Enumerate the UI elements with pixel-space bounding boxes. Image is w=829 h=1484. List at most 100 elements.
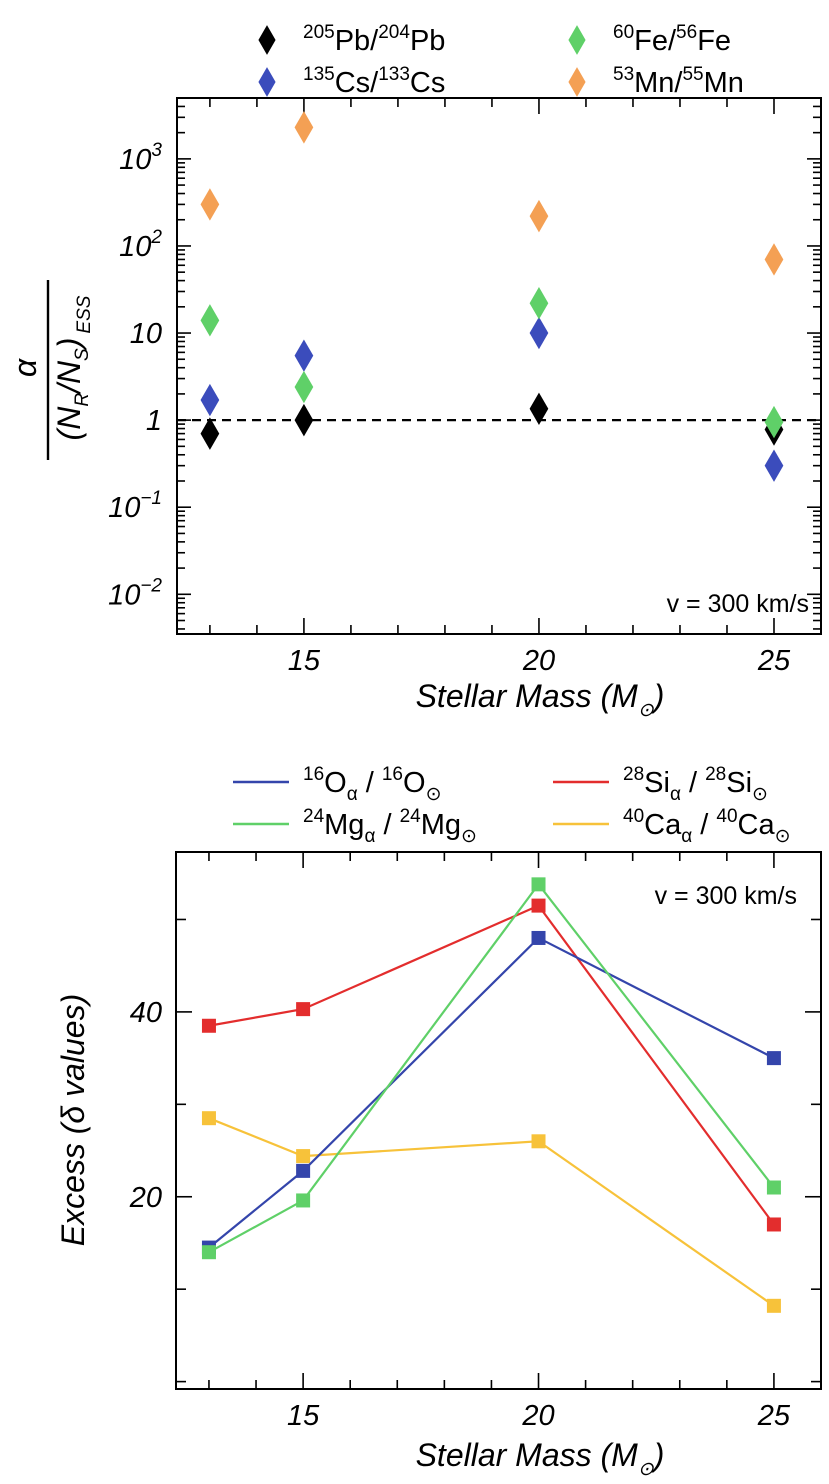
- top-y-tick-label: 10: [130, 318, 162, 350]
- legend-separator: /: [681, 767, 705, 799]
- bottom-y-tick-label: 20: [129, 1182, 162, 1214]
- legend-isotope-mass: 60: [613, 22, 634, 43]
- point-cs-15: [294, 339, 314, 372]
- point-pb-13: [200, 417, 220, 450]
- top-y-tick-label: 102: [119, 227, 162, 263]
- point-mn-15: [294, 111, 314, 144]
- point-cs-20: [529, 316, 549, 350]
- legend-element: Pb: [410, 25, 445, 57]
- tick-exponent: −1: [140, 488, 162, 509]
- legend-label-mn: 53Mn/55Mn: [613, 64, 744, 99]
- point-mn-20: [529, 199, 549, 233]
- tick-base: 10: [108, 579, 140, 611]
- legend-element: Fe: [697, 25, 731, 57]
- marker-ca-15: [296, 1149, 311, 1164]
- marker-o-15: [296, 1163, 311, 1178]
- legend-isotope-mass: 135: [303, 64, 335, 85]
- marker-ca-13: [201, 1111, 216, 1126]
- legend-separator: /: [358, 767, 382, 799]
- tick-exponent: −2: [140, 575, 162, 596]
- bottom-x-label: Stellar Mass (M⊙): [416, 1437, 665, 1480]
- legend-element: Pb/: [335, 25, 379, 57]
- point-cs-25: [764, 449, 784, 482]
- marker-si-25: [766, 1217, 781, 1232]
- marker-mg-13: [201, 1245, 216, 1260]
- legend-element: Mn/: [634, 67, 683, 99]
- legend-isotope-mass: 24: [400, 806, 422, 827]
- legend-subscript: ⊙: [752, 784, 768, 805]
- legend-isotope-mass: 28: [705, 764, 726, 785]
- top-y-label: α (NR/NS)ESS: [7, 280, 95, 460]
- point-mn-25: [764, 243, 784, 276]
- top-x-label: Stellar Mass (M⊙): [416, 678, 665, 721]
- legend-isotope-mass: 205: [303, 22, 335, 43]
- tick-base: 10: [108, 492, 140, 524]
- line-si: [208, 904, 775, 1226]
- tick-exponent: 3: [151, 140, 162, 161]
- top-y-label-denominator: (NR/NS)ESS: [51, 295, 95, 440]
- top-x-tick-label: 15: [288, 645, 321, 677]
- bottom-x-axis: 15 20 25: [208, 852, 791, 1432]
- point-pb-15: [294, 403, 314, 437]
- tick-base: 1: [146, 405, 162, 437]
- point-fe-13: [200, 304, 220, 337]
- top-x-axis: 15 20 25: [209, 98, 791, 677]
- legend-label-si: 28Siα / 28Si⊙: [623, 764, 768, 805]
- legend-element: Cs/: [335, 67, 379, 99]
- top-y-tick-label: 10−2: [108, 575, 162, 611]
- top-x-tick-label: 25: [757, 645, 791, 677]
- legend-marker-cs: [258, 67, 276, 97]
- top-x-tick-label: 20: [522, 645, 555, 677]
- legend-isotope-mass: 40: [623, 806, 644, 827]
- marker-o-20: [531, 930, 546, 945]
- legend-separator: /: [692, 809, 716, 841]
- legend-label-mg: 24Mgα / 24Mg⊙: [303, 806, 477, 847]
- tick-base: 10: [119, 231, 151, 263]
- marker-o-25: [766, 1051, 781, 1066]
- marker-si-20: [531, 898, 546, 913]
- legend-isotope-mass: 133: [378, 64, 410, 85]
- legend-element: O: [403, 767, 426, 799]
- legend-element: Si: [644, 767, 670, 799]
- top-legend: 205Pb/204Pb 135Cs/133Cs 60Fe/56Fe 53Mn/55Mn: [258, 22, 744, 99]
- point-mn-13: [200, 188, 220, 221]
- legend-element: Ca: [644, 809, 682, 841]
- legend-marker-pb: [258, 25, 276, 55]
- point-pb-20: [529, 392, 549, 425]
- legend-subscript: α: [670, 784, 681, 805]
- legend-isotope-mass: 204: [378, 22, 410, 43]
- legend-isotope-mass: 40: [716, 806, 737, 827]
- legend-subscript: α: [364, 826, 375, 847]
- legend-isotope-mass: 56: [676, 22, 697, 43]
- legend-label-ca: 40Caα / 40Ca⊙: [623, 806, 791, 847]
- legend-isotope-mass: 55: [682, 64, 703, 85]
- legend-element: Mg: [421, 809, 461, 841]
- line-o: [208, 936, 775, 1249]
- marker-si-15: [296, 1002, 311, 1017]
- point-fe-25: [764, 405, 784, 439]
- marker-mg-25: [766, 1180, 781, 1195]
- line-mg: [208, 882, 775, 1254]
- legend-isotope-mass: 16: [303, 764, 324, 785]
- tick-base: 10: [130, 318, 162, 350]
- point-fe-20: [529, 287, 549, 320]
- legend-marker-mn: [568, 67, 586, 97]
- legend-element: Ca: [738, 809, 776, 841]
- point-cs-13: [200, 383, 220, 417]
- legend-label-fe: 60Fe/56Fe: [613, 22, 731, 57]
- top-annotation: v = 300 km/s: [667, 590, 809, 618]
- legend-isotope-mass: 28: [623, 764, 644, 785]
- legend-subscript: ⊙: [426, 784, 442, 805]
- bottom-plot-frame: [175, 851, 822, 1390]
- legend-element: Fe/: [634, 25, 677, 57]
- bottom-data-series: [201, 877, 781, 1313]
- legend-element: O: [324, 767, 347, 799]
- top-y-tick-label: 1: [146, 405, 162, 437]
- legend-isotope-mass: 16: [382, 764, 403, 785]
- legend-subscript: α: [347, 784, 358, 805]
- marker-ca-25: [766, 1298, 781, 1313]
